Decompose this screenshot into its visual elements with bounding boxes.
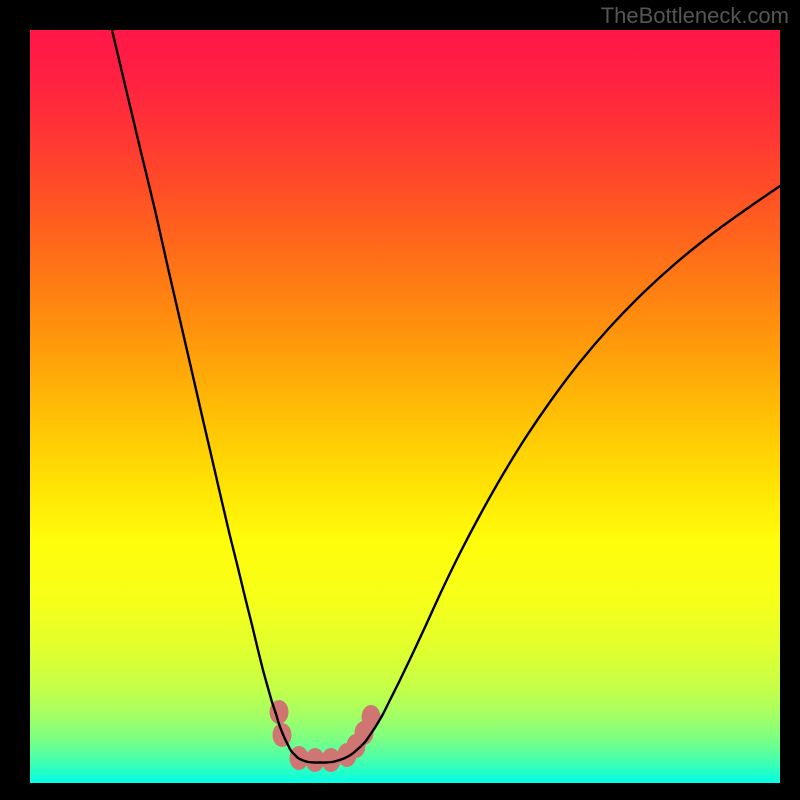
watermark-text: TheBottleneck.com: [601, 3, 789, 29]
canvas: TheBottleneck.com: [0, 0, 800, 800]
plot-background: [30, 30, 780, 783]
